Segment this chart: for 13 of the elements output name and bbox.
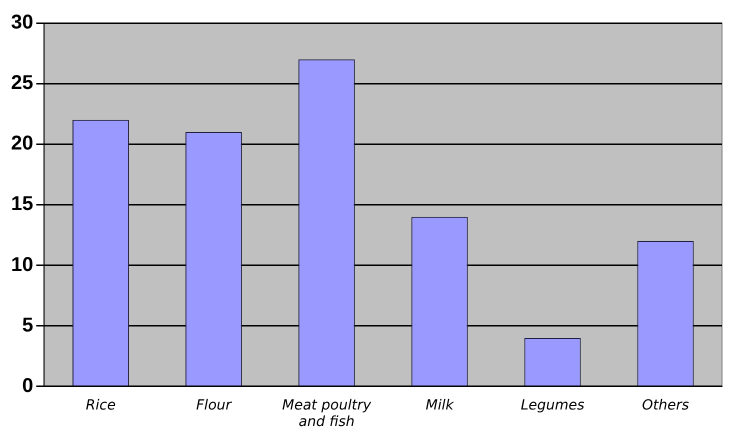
y-tick-label: 15 (10, 193, 34, 216)
x-tick-label: Legumes (520, 397, 584, 414)
x-tick-label: Flour (196, 397, 232, 414)
y-tick-label: 5 (22, 314, 34, 336)
x-tick-label: Meat poultry and fish (282, 397, 372, 430)
y-tick-label: 30 (10, 12, 34, 34)
y-tick-label: 20 (10, 132, 34, 155)
x-tick-label: Rice (86, 397, 116, 414)
y-tick-label: 25 (10, 72, 34, 94)
x-tick-label: Others (642, 397, 690, 414)
y-tick-label: 10 (10, 254, 34, 276)
y-tick-label: 0 (22, 374, 34, 397)
x-tick-label: Milk (426, 397, 454, 414)
